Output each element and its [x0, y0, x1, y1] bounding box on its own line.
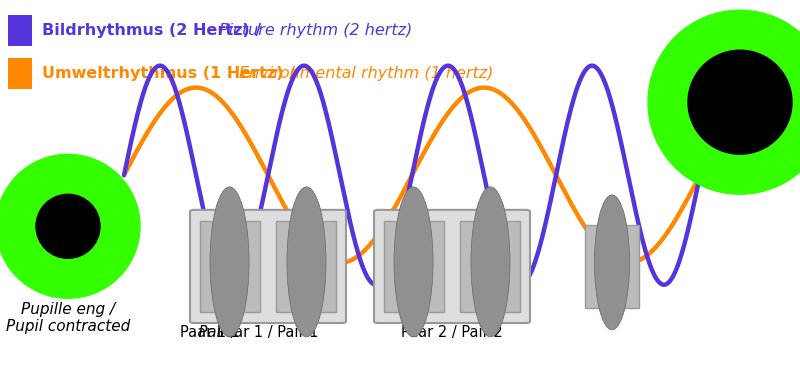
- Ellipse shape: [0, 154, 140, 298]
- Text: Picture rhythm (2 hertz): Picture rhythm (2 hertz): [219, 23, 413, 38]
- FancyBboxPatch shape: [461, 221, 521, 312]
- Text: Umweltrhythmus (1 Hertz) /: Umweltrhythmus (1 Hertz) /: [42, 66, 300, 81]
- FancyBboxPatch shape: [8, 15, 32, 46]
- Ellipse shape: [471, 187, 510, 337]
- Ellipse shape: [648, 10, 800, 194]
- FancyBboxPatch shape: [8, 58, 32, 89]
- FancyBboxPatch shape: [199, 221, 259, 312]
- Text: Paar 1 /: Paar 1 /: [180, 325, 240, 340]
- FancyBboxPatch shape: [585, 225, 639, 307]
- FancyBboxPatch shape: [277, 221, 337, 312]
- FancyBboxPatch shape: [374, 210, 530, 323]
- Text: Bildrhythmus (2 Hertz) /: Bildrhythmus (2 Hertz) /: [42, 23, 266, 38]
- FancyBboxPatch shape: [383, 221, 443, 312]
- Ellipse shape: [594, 195, 630, 330]
- Ellipse shape: [394, 187, 433, 337]
- Ellipse shape: [36, 194, 100, 258]
- Text: Paar 1 / ​Pair 1: Paar 1 / ​Pair 1: [218, 325, 318, 340]
- Text: Environmental rhythm (1 hertz): Environmental rhythm (1 hertz): [239, 66, 494, 81]
- Ellipse shape: [688, 50, 792, 154]
- Ellipse shape: [287, 187, 326, 337]
- Text: Pair 1: Pair 1: [157, 325, 240, 340]
- FancyBboxPatch shape: [190, 210, 346, 323]
- Text: Pupille eng /
Pupil contracted: Pupille eng / Pupil contracted: [6, 302, 130, 334]
- Ellipse shape: [210, 187, 249, 337]
- Text: Paar 2 / ​Pair 2: Paar 2 / ​Pair 2: [401, 325, 503, 340]
